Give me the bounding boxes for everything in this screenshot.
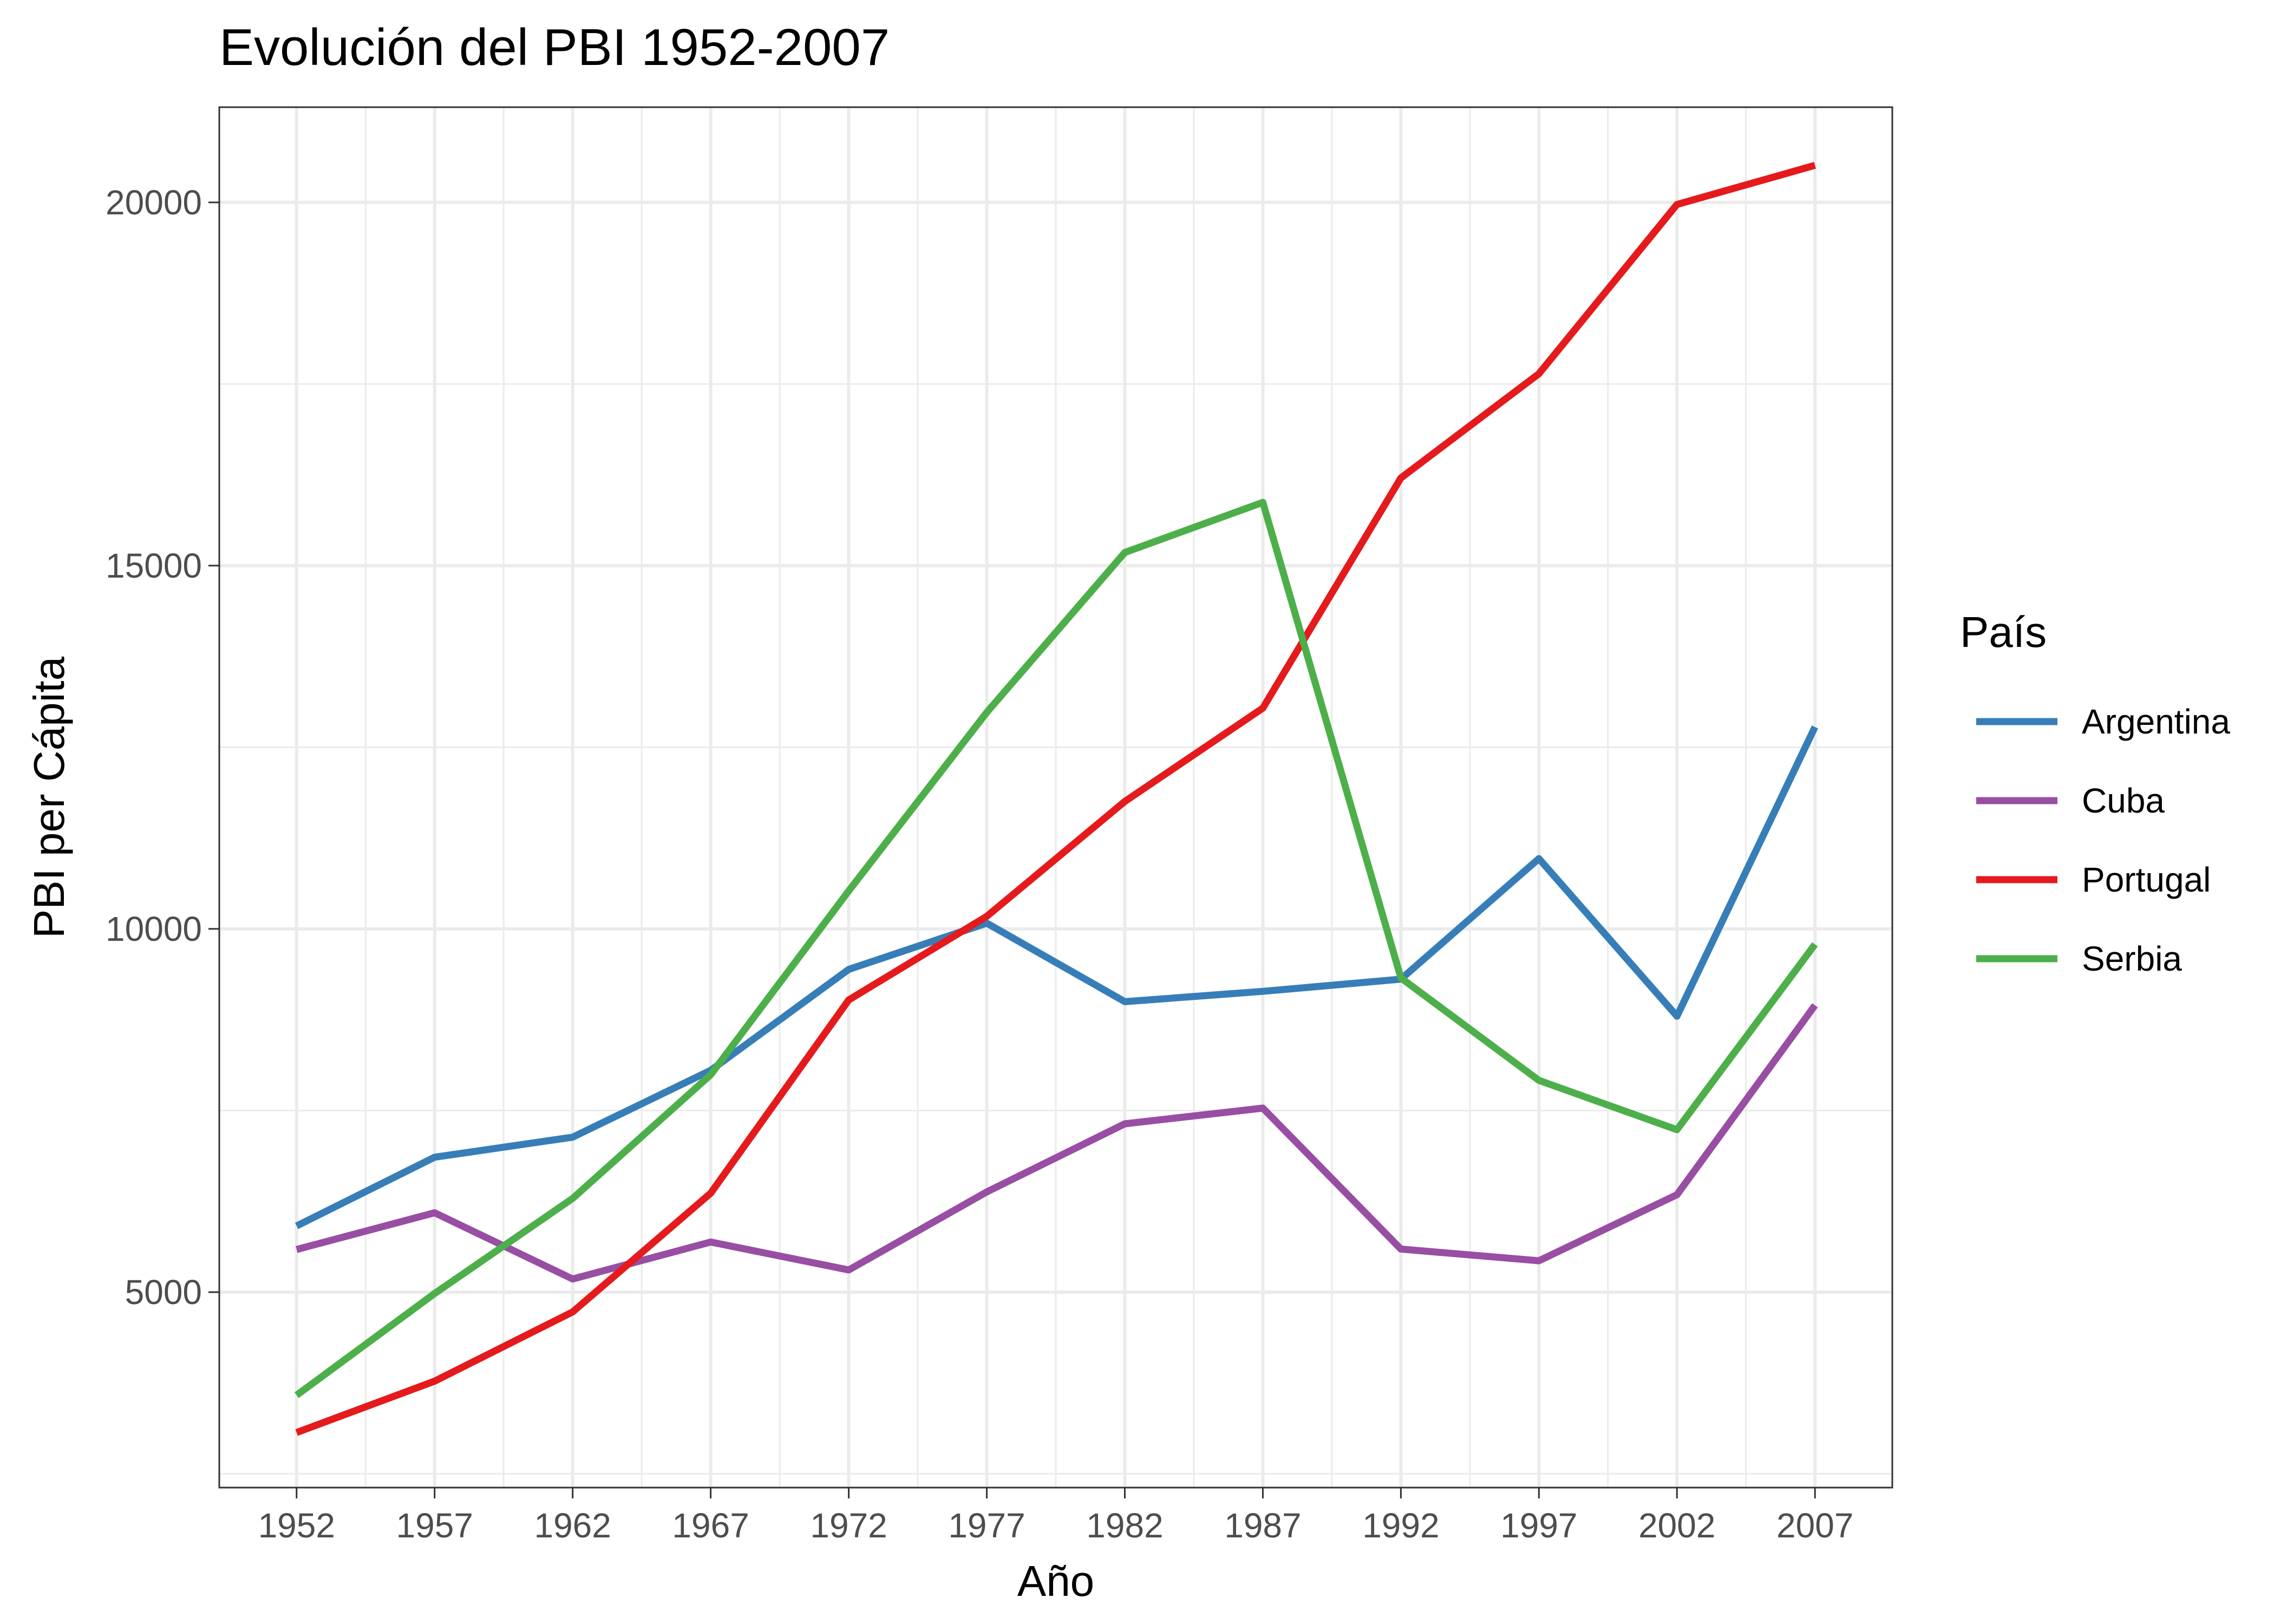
y-axis-title: PBI per Cápita — [25, 656, 73, 938]
y-tick-label: 5000 — [125, 1273, 202, 1312]
x-tick-label: 2007 — [1776, 1506, 1853, 1545]
series-lines — [294, 162, 1819, 1436]
y-axis: 5000 10000 15000 20000 — [106, 183, 219, 1312]
legend: País Argentina Cuba Portugal Serbia — [1960, 608, 2230, 978]
grid-major — [219, 107, 1892, 1488]
x-tick-label: 1997 — [1500, 1506, 1577, 1545]
series-line-cuba — [296, 1003, 1818, 1283]
series-line-serbia — [294, 499, 1818, 1398]
series-line-argentina — [295, 725, 1819, 1229]
x-axis-title: Año — [1017, 1557, 1094, 1605]
x-tick-label: 1992 — [1362, 1506, 1439, 1545]
legend-label-serbia: Serbia — [2082, 939, 2182, 978]
y-tick-label: 20000 — [106, 183, 202, 222]
x-tick-label: 1952 — [258, 1506, 335, 1545]
legend-label-argentina: Argentina — [2082, 702, 2230, 741]
x-axis: 1952 1957 1962 1967 1972 1977 1982 1987 1992 1997… — [258, 1488, 1853, 1545]
x-tick-label: 1987 — [1224, 1506, 1301, 1545]
series-line-portugal — [295, 162, 1816, 1436]
x-tick-label: 1962 — [534, 1506, 611, 1545]
y-tick-label: 10000 — [106, 909, 202, 948]
legend-label-cuba: Cuba — [2082, 781, 2165, 820]
chart-title: Evolución del PBI 1952-2007 — [219, 18, 890, 76]
x-tick-label: 1972 — [810, 1506, 887, 1545]
legend-items: Argentina Cuba Portugal Serbia — [1976, 702, 2230, 978]
x-tick-label: 1957 — [396, 1506, 473, 1545]
plot-border — [218, 106, 1893, 1489]
legend-title: País — [1960, 608, 2047, 656]
legend-label-portugal: Portugal — [2082, 860, 2211, 899]
x-tick-label: 2002 — [1638, 1506, 1715, 1545]
x-tick-label: 1982 — [1086, 1506, 1163, 1545]
x-tick-label: 1977 — [948, 1506, 1025, 1545]
x-tick-label: 1967 — [672, 1506, 749, 1545]
y-tick-label: 15000 — [106, 546, 202, 585]
